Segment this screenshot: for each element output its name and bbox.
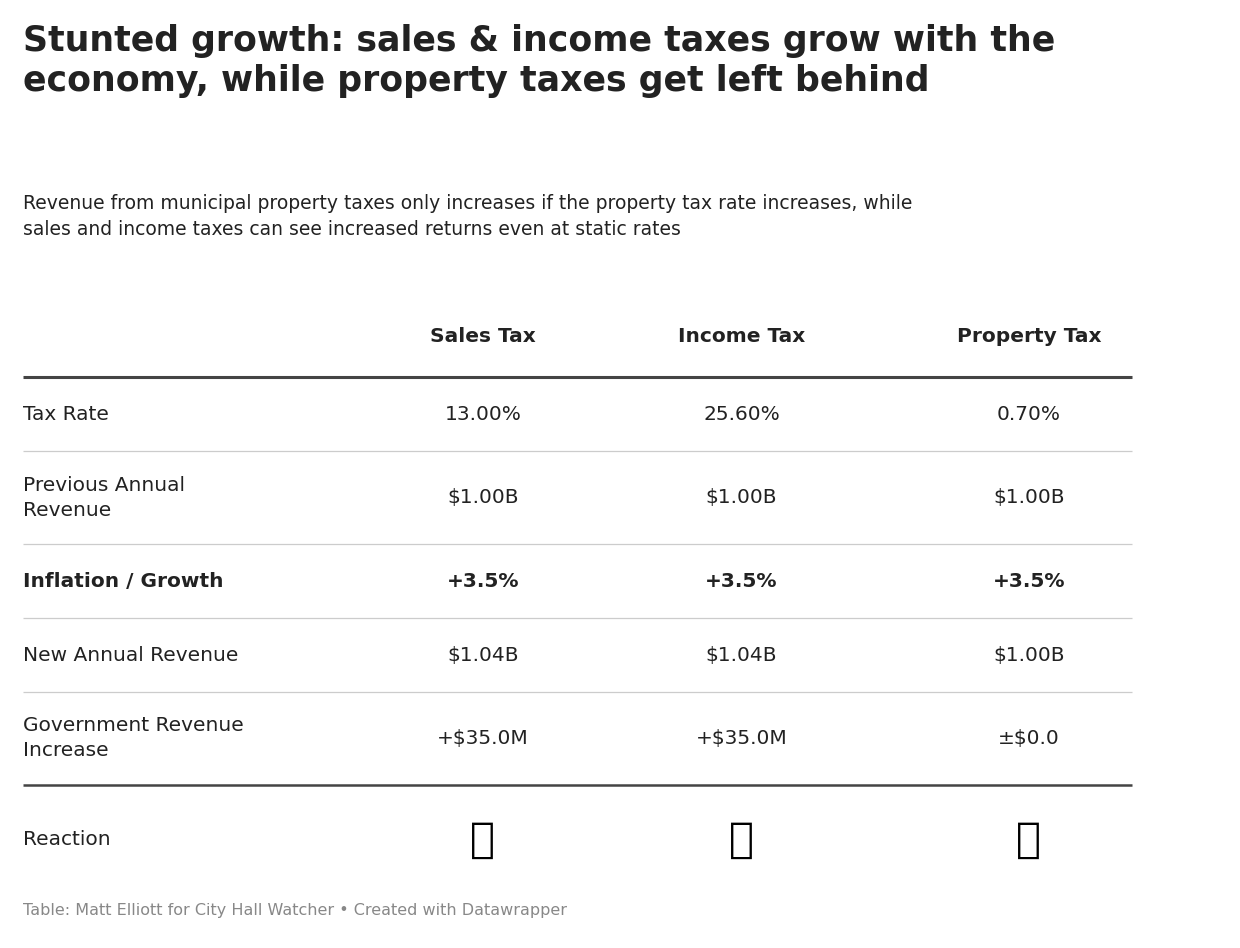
Text: +$35.0M: +$35.0M bbox=[436, 729, 528, 748]
Text: 🤔: 🤔 bbox=[1017, 818, 1042, 861]
Text: Stunted growth: sales & income taxes grow with the
economy, while property taxes: Stunted growth: sales & income taxes gro… bbox=[24, 24, 1055, 99]
Text: Table: Matt Elliott for City Hall Watcher • Created with Datawrapper: Table: Matt Elliott for City Hall Watche… bbox=[24, 902, 567, 918]
Text: ±$0.0: ±$0.0 bbox=[998, 729, 1060, 748]
Text: $1.04B: $1.04B bbox=[706, 646, 777, 665]
Text: 🎊: 🎊 bbox=[729, 818, 754, 861]
Text: 13.00%: 13.00% bbox=[444, 405, 521, 424]
Text: 🎊: 🎊 bbox=[470, 818, 495, 861]
Text: Property Tax: Property Tax bbox=[956, 327, 1101, 346]
Text: $1.04B: $1.04B bbox=[448, 646, 518, 665]
Text: Inflation / Growth: Inflation / Growth bbox=[24, 572, 223, 591]
Text: Reaction: Reaction bbox=[24, 830, 110, 849]
Text: Government Revenue
Increase: Government Revenue Increase bbox=[24, 717, 244, 760]
Text: $1.00B: $1.00B bbox=[993, 488, 1065, 507]
Text: Tax Rate: Tax Rate bbox=[24, 405, 109, 424]
Text: Revenue from municipal property taxes only increases if the property tax rate in: Revenue from municipal property taxes on… bbox=[24, 194, 913, 239]
Text: 0.70%: 0.70% bbox=[997, 405, 1061, 424]
Text: $1.00B: $1.00B bbox=[706, 488, 777, 507]
Text: +3.5%: +3.5% bbox=[706, 572, 777, 591]
Text: +3.5%: +3.5% bbox=[446, 572, 520, 591]
Text: +3.5%: +3.5% bbox=[992, 572, 1065, 591]
Text: Sales Tax: Sales Tax bbox=[430, 327, 536, 346]
Text: 25.60%: 25.60% bbox=[703, 405, 780, 424]
Text: $1.00B: $1.00B bbox=[993, 646, 1065, 665]
Text: Previous Annual
Revenue: Previous Annual Revenue bbox=[24, 476, 185, 520]
Text: +$35.0M: +$35.0M bbox=[696, 729, 787, 748]
Text: $1.00B: $1.00B bbox=[448, 488, 518, 507]
Text: New Annual Revenue: New Annual Revenue bbox=[24, 646, 238, 665]
Text: Income Tax: Income Tax bbox=[678, 327, 805, 346]
